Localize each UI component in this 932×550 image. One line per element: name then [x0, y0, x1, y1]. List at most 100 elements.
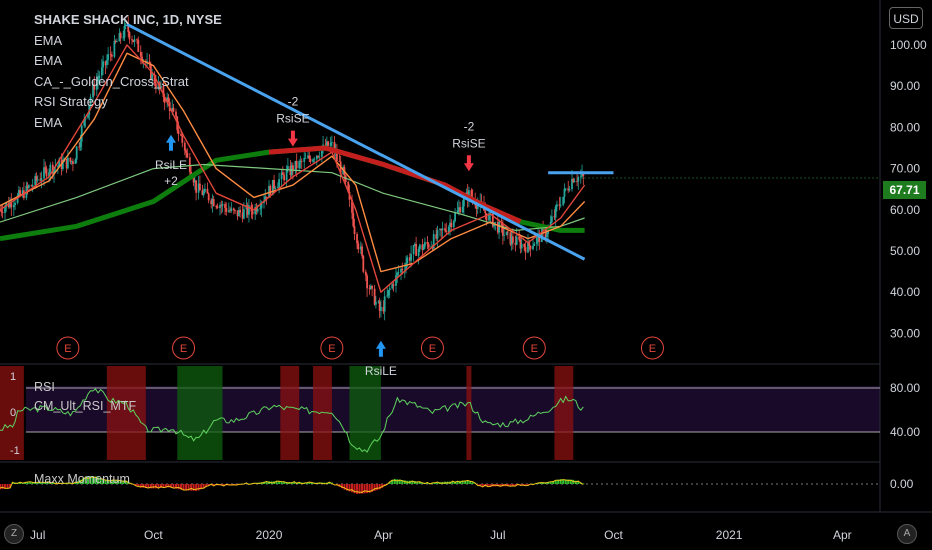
candle-body: [413, 243, 416, 246]
momentum-bar: [547, 482, 550, 484]
candle-body: [391, 284, 394, 289]
candle-body: [488, 213, 490, 221]
momentum-bar: [205, 484, 208, 488]
momentum-bar: [373, 484, 376, 491]
candle-body: [579, 176, 582, 178]
candle-body: [122, 37, 125, 39]
legend-item-golden-cross[interactable]: CA_-_Golden_Cross_Strat: [34, 73, 189, 89]
candle-body: [506, 231, 509, 233]
candle-body: [378, 301, 381, 311]
rsi-line: [0, 388, 584, 453]
momentum-bar: [31, 482, 34, 484]
time-tick-label: 2020: [256, 528, 283, 542]
candle-body: [43, 167, 45, 179]
auto-scale-button[interactable]: A: [897, 524, 917, 544]
candle-body: [177, 130, 180, 135]
candle-body: [512, 236, 514, 243]
candle-body: [573, 181, 576, 183]
candle-body: [415, 243, 418, 256]
candle-body: [224, 204, 226, 208]
momentum-bar: [305, 482, 308, 484]
candle-body: [461, 206, 464, 213]
momentum-bar: [481, 484, 484, 487]
candle-body: [351, 199, 353, 213]
candle-body: [435, 234, 438, 239]
momentum-tick-label: 0.00: [890, 477, 914, 491]
candle-body: [80, 125, 83, 142]
legend-item-ema-2[interactable]: EMA: [34, 53, 63, 68]
price-tick-label: 40.00: [890, 285, 920, 299]
symbol-title[interactable]: SHAKE SHACK INC, 1D, NYSE: [34, 12, 222, 27]
candle-body: [386, 295, 389, 297]
candle-body: [162, 85, 165, 97]
candle-body: [45, 168, 48, 177]
momentum-bar: [152, 484, 155, 489]
candle-body: [114, 40, 117, 42]
candle-body: [562, 196, 565, 205]
momentum-bar: [328, 482, 331, 484]
legend-item-cm-ult-rsi[interactable]: CM_Ult_RSI_MTF: [34, 399, 137, 413]
candle-body: [527, 241, 529, 253]
candle-body: [69, 157, 72, 162]
golden-cross-bearish-line: [268, 145, 522, 224]
candle-body: [533, 243, 536, 246]
rsi-right-tick-label: 80.00: [890, 381, 920, 395]
currency-button[interactable]: USD: [889, 7, 923, 29]
time-tick-label: Jul: [30, 528, 45, 542]
candle-body: [201, 190, 204, 195]
zoom-reset-button[interactable]: Z: [4, 524, 24, 544]
legend-item-rsi[interactable]: RSI: [34, 380, 55, 394]
momentum-bar: [124, 480, 127, 484]
candle-body: [264, 196, 267, 201]
legend-item-ema-3[interactable]: EMA: [34, 114, 63, 130]
earnings-marker-label: E: [64, 343, 71, 355]
earnings-marker-label: E: [429, 343, 436, 355]
momentum-bar: [109, 479, 112, 484]
rsi-zone: [313, 366, 332, 460]
momentum-bar: [36, 481, 39, 484]
candle-body: [30, 185, 33, 187]
momentum-bar: [41, 481, 44, 484]
momentum-bar: [340, 484, 343, 489]
candle-body: [503, 235, 506, 236]
legend-item-ema-1[interactable]: EMA: [34, 32, 63, 48]
candle-body: [505, 231, 508, 236]
candle-body: [383, 296, 386, 312]
candle-body: [0, 209, 3, 212]
legend-item-rsi-strategy[interactable]: RSI Strategy: [34, 94, 108, 109]
earnings-marker: [420, 336, 444, 360]
momentum-bar: [92, 476, 95, 484]
momentum-bar: [202, 484, 205, 489]
long-entry-arrow: [375, 340, 386, 357]
candle-body: [510, 236, 513, 245]
candle-body: [373, 288, 376, 305]
candle-body: [417, 249, 420, 256]
candle-body: [1, 211, 4, 213]
momentum-bar: [416, 481, 419, 484]
candle-body: [276, 186, 279, 189]
legend-item-maxx-momentum[interactable]: Maxx Momentum: [34, 472, 130, 486]
candle-body: [44, 167, 47, 169]
momentum-bar: [577, 481, 580, 484]
candle-body: [151, 74, 154, 80]
candle-body: [39, 179, 42, 181]
earnings-marker-label: E: [180, 343, 187, 355]
momentum-bar: [345, 484, 348, 491]
momentum-bar: [554, 480, 557, 484]
candle-body: [576, 181, 578, 182]
downtrend-line: [126, 23, 586, 261]
momentum-bar: [521, 484, 524, 485]
candle-body: [19, 190, 22, 195]
price-tick-label: 50.00: [890, 244, 920, 258]
candle-body: [172, 107, 175, 112]
momentum-bar: [185, 484, 188, 491]
price-tick-label: 80.00: [890, 120, 920, 134]
candle-body: [175, 111, 177, 117]
candle-body: [102, 61, 104, 68]
candle-body: [362, 255, 365, 272]
momentum-bar: [368, 484, 371, 493]
candle-body: [202, 191, 205, 195]
candle-body: [329, 142, 332, 146]
candle-body: [206, 188, 209, 194]
candle-body: [400, 268, 402, 273]
